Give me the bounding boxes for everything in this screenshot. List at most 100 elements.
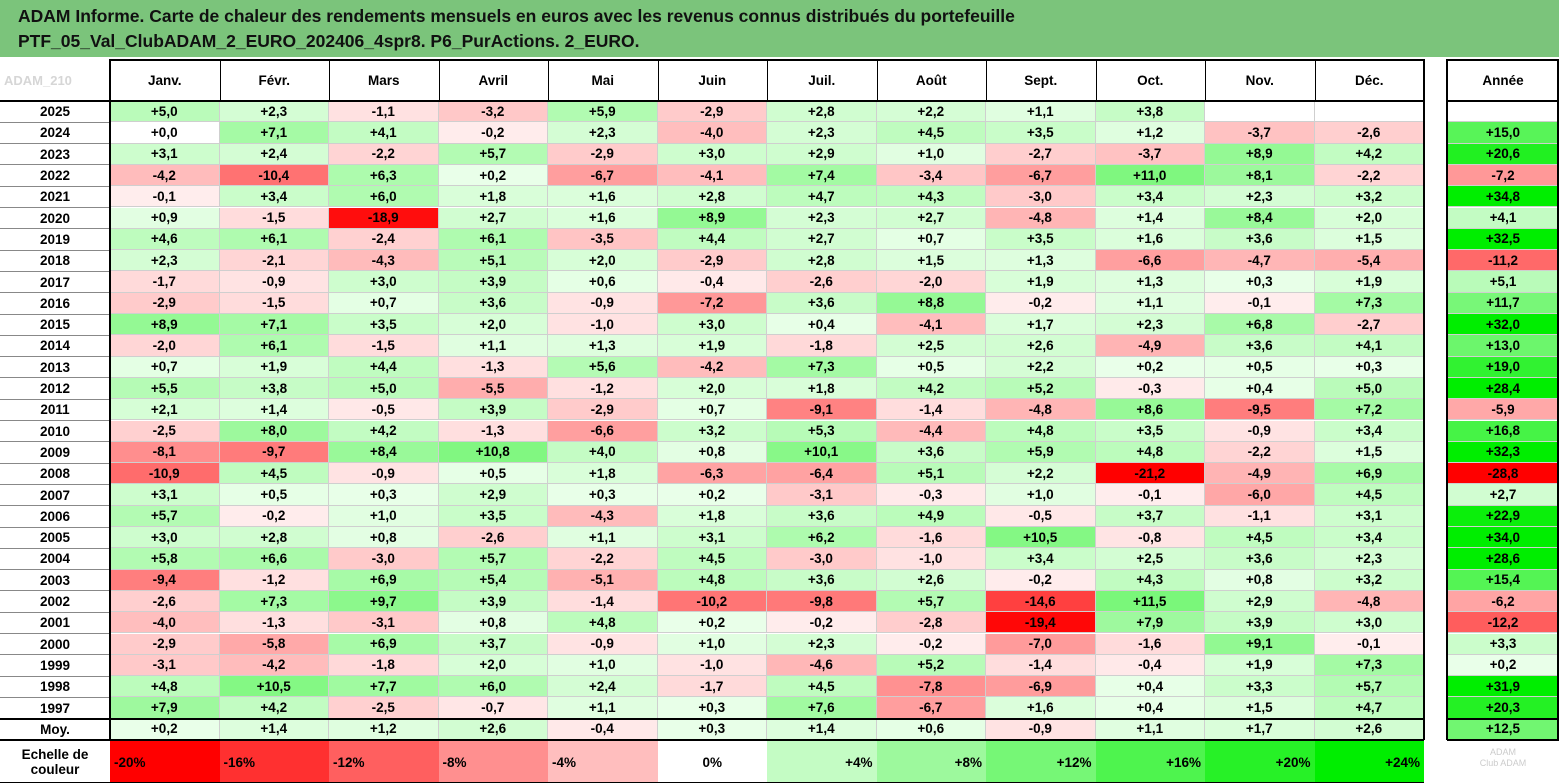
heatmap-cell: -1,1 xyxy=(329,101,439,123)
year-total-cell: -12,2 xyxy=(1447,612,1559,634)
year-column-header: Année xyxy=(1447,59,1559,101)
heatmap-cell: +8,4 xyxy=(1205,207,1315,229)
row-separator xyxy=(0,313,110,315)
row-separator xyxy=(0,377,110,379)
heatmap-cell: -1,4 xyxy=(986,654,1096,677)
column-divider xyxy=(219,59,221,101)
year-total-cell: +31,9 xyxy=(1447,676,1559,698)
heatmap-cell: +3,9 xyxy=(438,590,548,613)
column-header: Juin xyxy=(657,59,767,101)
heatmap-cell: +5,1 xyxy=(876,463,986,485)
heatmap-cell: +1,1 xyxy=(986,101,1096,123)
heatmap-cell: -1,7 xyxy=(110,271,220,293)
heatmap-cell: -4,2 xyxy=(657,356,767,378)
heatmap-cell: -3,2 xyxy=(438,101,548,123)
row-separator xyxy=(0,420,110,421)
scale-label: Echelle de couleur xyxy=(0,741,110,783)
heatmap-cell: +4,8 xyxy=(110,676,220,698)
heatmap-cell: +1,1 xyxy=(548,697,658,719)
row-label: Moy. xyxy=(0,718,110,740)
heatmap-cell: -2,9 xyxy=(110,292,220,314)
heatmap-cell: -6,6 xyxy=(1095,250,1205,272)
scale-stop: -4% xyxy=(548,741,658,783)
row-label: 2022 xyxy=(0,164,110,187)
year-total-cell: +11,7 xyxy=(1447,292,1559,314)
heatmap-cell: +6,9 xyxy=(329,569,439,591)
heatmap-cell: +0,4 xyxy=(1095,697,1205,719)
heatmap-cell: -5,5 xyxy=(438,377,548,400)
heatmap-cell: +4,2 xyxy=(1314,143,1424,165)
report-title: ADAM Informe. Carte de chaleur des rende… xyxy=(0,0,1559,57)
row-label: 2023 xyxy=(0,143,110,165)
heatmap-cell: +1,5 xyxy=(1314,228,1424,251)
heatmap-cell: +1,6 xyxy=(1095,228,1205,251)
column-divider xyxy=(1095,59,1097,101)
row-separator xyxy=(0,675,110,677)
heatmap-cell: +2,5 xyxy=(1095,548,1205,570)
row-separator xyxy=(0,185,110,187)
heatmap-cell: -6,7 xyxy=(876,697,986,719)
title-line-1: ADAM Informe. Carte de chaleur des rende… xyxy=(18,6,1015,26)
year-total-cell: -5,9 xyxy=(1447,399,1559,421)
row-separator xyxy=(0,334,110,336)
heatmap-cell: +2,1 xyxy=(110,399,220,421)
heatmap-cell: +3,0 xyxy=(329,271,439,293)
heatmap-cell: +0,2 xyxy=(1095,356,1205,378)
heatmap-cell: +5,0 xyxy=(110,101,220,123)
heatmap-cell: +3,0 xyxy=(657,143,767,165)
heatmap-cell: +9,7 xyxy=(329,590,439,613)
heatmap-cell: -0,1 xyxy=(110,186,220,208)
heatmap-cell: +5,2 xyxy=(986,377,1096,400)
column-divider xyxy=(1205,59,1206,101)
heatmap-cell: -1,6 xyxy=(1095,633,1205,655)
corner-label: ADAM_210 xyxy=(4,73,72,88)
heatmap-cell: -9,4 xyxy=(110,569,220,591)
heatmap-cell: -4,2 xyxy=(110,164,220,187)
heatmap-cell: -2,7 xyxy=(986,143,1096,165)
heatmap-cell: +7,4 xyxy=(767,164,877,187)
heatmap-cell: -0,9 xyxy=(548,292,658,314)
heatmap-cell: +3,8 xyxy=(219,377,329,400)
heatmap-cell: +3,6 xyxy=(1205,228,1315,251)
heatmap-cell: +1,4 xyxy=(219,399,329,421)
heatmap-cell: -2,0 xyxy=(876,271,986,293)
heatmap-cell: +8,0 xyxy=(219,420,329,442)
heatmap-cell: +3,6 xyxy=(767,569,877,591)
scale-label-line-2: couleur xyxy=(30,762,80,777)
heatmap-cell: +0,7 xyxy=(657,399,767,421)
heatmap-cell: +4,2 xyxy=(219,697,329,719)
scale-stop: -16% xyxy=(219,741,329,783)
heatmap-cell: +1,8 xyxy=(657,505,767,527)
scale-stop: +24% xyxy=(1314,741,1424,783)
row-label: 2025 xyxy=(0,101,110,123)
heatmap-cell: -2,9 xyxy=(548,399,658,421)
row-label: 2001 xyxy=(0,612,110,634)
heatmap-cell: +2,3 xyxy=(767,207,877,229)
heatmap-cell: +0,3 xyxy=(548,484,658,506)
heatmap-cell: +5,7 xyxy=(110,505,220,527)
year-total-cell: +22,9 xyxy=(1447,505,1559,527)
heatmap-cell: +1,8 xyxy=(438,186,548,208)
heatmap-cell: +0,7 xyxy=(876,228,986,251)
year-total-cell: +34,8 xyxy=(1447,186,1559,208)
heatmap-cell: +2,5 xyxy=(876,335,986,357)
heatmap-cell: -3,0 xyxy=(767,548,877,570)
year-total-cell: +19,0 xyxy=(1447,356,1559,378)
heatmap-cell: +2,0 xyxy=(548,250,658,272)
row-separator xyxy=(0,462,110,464)
heatmap-cell: +2,0 xyxy=(438,314,548,336)
heatmap-cell: -3,5 xyxy=(548,228,658,251)
table-border xyxy=(1557,59,1559,740)
row-separator xyxy=(0,207,110,208)
heatmap-cell: +8,9 xyxy=(1205,143,1315,165)
heatmap-cell: +7,3 xyxy=(219,590,329,613)
scale-label-line-1: Echelle de xyxy=(21,747,89,762)
column-header: Nov. xyxy=(1205,59,1315,101)
heatmap-cell: +1,0 xyxy=(657,633,767,655)
column-header: Avril xyxy=(438,59,548,101)
heatmap-cell: +4,3 xyxy=(1095,569,1205,591)
heatmap-cell: +3,4 xyxy=(219,186,329,208)
row-label: 2016 xyxy=(0,292,110,314)
row-label: 2000 xyxy=(0,633,110,655)
row-separator xyxy=(0,505,110,507)
